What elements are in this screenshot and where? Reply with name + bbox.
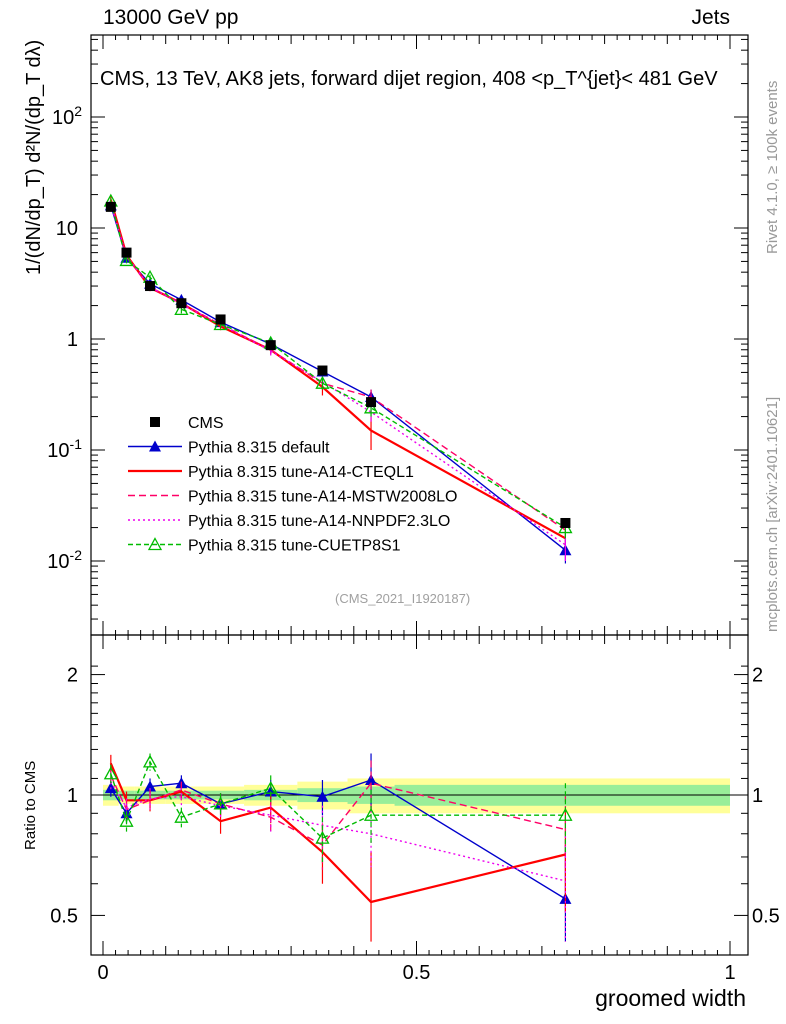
data-point — [174, 301, 189, 315]
ratio-point — [213, 796, 228, 810]
legend-item-cuet: Pythia 8.315 tune-CUETP8S1 — [128, 537, 401, 555]
y-tick-label: 10-2 — [47, 547, 82, 573]
data-point — [317, 365, 328, 376]
ratio-tick-label: 1 — [67, 785, 78, 807]
legend-item-mstw: Pythia 8.315 tune-A14-MSTW2008LO — [128, 489, 457, 506]
data-point — [105, 201, 116, 212]
legend-label: Pythia 8.315 tune-A14-MSTW2008LO — [188, 489, 457, 506]
ratio-series-cuet — [103, 753, 573, 862]
series-cms — [105, 201, 571, 528]
axes: 10-2 10-1 1 10 102 0 0.5 1 0.5 0.5 1 1 2 2 1/(dN/dp_T)… — [23, 34, 780, 984]
ratio-point — [558, 807, 573, 821]
ratio-point — [144, 780, 157, 792]
data-point — [121, 247, 132, 258]
data-point — [176, 298, 187, 309]
main-plot-area — [103, 193, 573, 564]
watermark: (CMS_2021_I1920187) — [335, 591, 471, 606]
y-tick-label: 1 — [67, 329, 78, 351]
legend-item-cms: CMS — [150, 415, 224, 432]
y-tick-label: 102 — [52, 103, 82, 129]
data-point — [363, 400, 379, 414]
y-tick-label: 10 — [56, 218, 78, 240]
series-default — [104, 199, 572, 564]
legend-item-cteq: Pythia 8.315 tune-A14-CTEQL1 — [128, 464, 414, 481]
series-line — [110, 202, 566, 531]
ratio-point — [263, 780, 278, 794]
ratio-point — [365, 774, 378, 786]
ratio-point — [315, 830, 330, 844]
ratio-tick-label: 2 — [67, 665, 78, 687]
legend-label: CMS — [188, 415, 224, 432]
data-point — [215, 314, 226, 325]
ratio-tick-label: 0.5 — [50, 905, 78, 927]
ratio-point — [119, 813, 134, 827]
data-point — [119, 253, 134, 267]
legend-label: Pythia 8.315 tune-A14-CTEQL1 — [188, 464, 414, 481]
ratio-tick-label: 0.5 — [752, 905, 780, 927]
ratio-tick-label: 2 — [752, 665, 763, 687]
x-tick-label: 1 — [724, 962, 735, 984]
ratio-point — [142, 754, 158, 768]
legend-label: Pythia 8.315 tune-CUETP8S1 — [188, 538, 401, 555]
legend-marker — [150, 417, 160, 427]
ratio-tick-label: 1 — [752, 785, 763, 807]
y-axis-label: 1/(dN/dp_T) d²N/(dp_T dλ) — [23, 40, 45, 275]
data-point — [560, 517, 571, 528]
side-label-mcplots: mcplots.cern.ch [arXiv:2401.10621] — [764, 396, 781, 632]
x-tick-label: 0 — [97, 962, 108, 984]
ratio-point — [363, 807, 379, 821]
data-point — [315, 375, 330, 389]
ratio-point — [316, 790, 329, 802]
legend-marker — [147, 537, 163, 551]
legend: CMS Pythia 8.315 default Pythia 8.315 tune… — [128, 415, 457, 555]
ratio-point — [103, 766, 118, 780]
y-tick-label: 10-1 — [47, 436, 82, 462]
side-label-rivet: Rivet 4.1.0, ≥ 100k events — [764, 80, 781, 254]
legend-label: Pythia 8.315 tune-A14-NNPDF2.3LO — [188, 513, 450, 530]
data-point — [265, 340, 276, 351]
legend-label: Pythia 8.315 default — [188, 440, 330, 457]
legend-marker — [149, 440, 161, 452]
ratio-point — [174, 809, 189, 823]
chart-title: CMS, 13 TeV, AK8 jets, forward dijet reg… — [100, 68, 718, 90]
header-right: Jets — [691, 6, 730, 29]
legend-item-nnpdf: Pythia 8.315 tune-A14-NNPDF2.3LO — [128, 513, 450, 530]
ratio-y-axis-label: Ratio to CMS — [22, 760, 39, 850]
header-left: 13000 GeV pp — [103, 6, 239, 29]
ratio-plot-area — [91, 753, 748, 942]
series-nnpdf — [110, 201, 567, 561]
x-axis-label: groomed width — [595, 985, 746, 1011]
data-point — [366, 397, 377, 408]
x-tick-label: 0.5 — [403, 962, 431, 984]
legend-item-default: Pythia 8.315 default — [128, 440, 330, 457]
series-line — [109, 199, 566, 540]
data-point — [145, 281, 156, 292]
